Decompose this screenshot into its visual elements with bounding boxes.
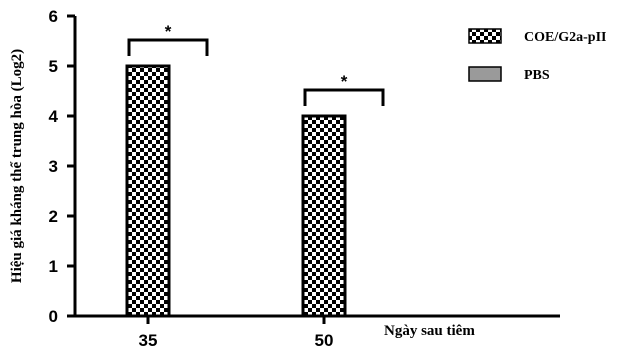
y-tick-label: 4 — [49, 107, 59, 126]
bar — [125, 64, 171, 318]
legend-swatch-coe-g2a-pii — [468, 28, 502, 44]
significance-star: * — [165, 22, 172, 41]
y-tick-label: 3 — [49, 157, 58, 176]
x-ticks: 35 50 — [139, 316, 334, 350]
y-tick-label: 1 — [49, 257, 58, 276]
significance-star: * — [341, 72, 348, 91]
legend-label-pbs: PBS — [524, 68, 550, 83]
legend: COE/G2a-pII PBS — [468, 28, 606, 83]
legend-item-pbs: PBS — [468, 66, 550, 83]
y-ticks: 0 1 2 3 4 5 6 — [49, 7, 75, 326]
x-tick-label: 35 — [139, 331, 158, 350]
bar — [301, 114, 347, 318]
legend-swatch-pbs — [468, 66, 502, 82]
significance-brackets: ** — [127, 22, 385, 106]
x-tick-label: 50 — [315, 331, 334, 350]
legend-item-coe-g2a-pii: COE/G2a-pII — [468, 28, 606, 45]
x-axis: 35 50 — [74, 314, 560, 350]
y-tick-label: 0 — [49, 307, 58, 326]
legend-label-coe-g2a-pii: COE/G2a-pII — [524, 30, 606, 45]
significance-bracket — [303, 88, 385, 106]
y-axis: 0 1 2 3 4 5 6 — [49, 7, 77, 326]
y-axis-title: Hiệu giá kháng thể trung hòa (Log2) — [9, 49, 25, 283]
bars — [125, 64, 347, 318]
x-axis-title: Ngày sau tiêm — [384, 323, 475, 339]
y-tick-label: 2 — [49, 207, 58, 226]
y-tick-label: 5 — [49, 57, 58, 76]
y-tick-label: 6 — [49, 7, 58, 26]
significance-bracket — [127, 38, 209, 56]
